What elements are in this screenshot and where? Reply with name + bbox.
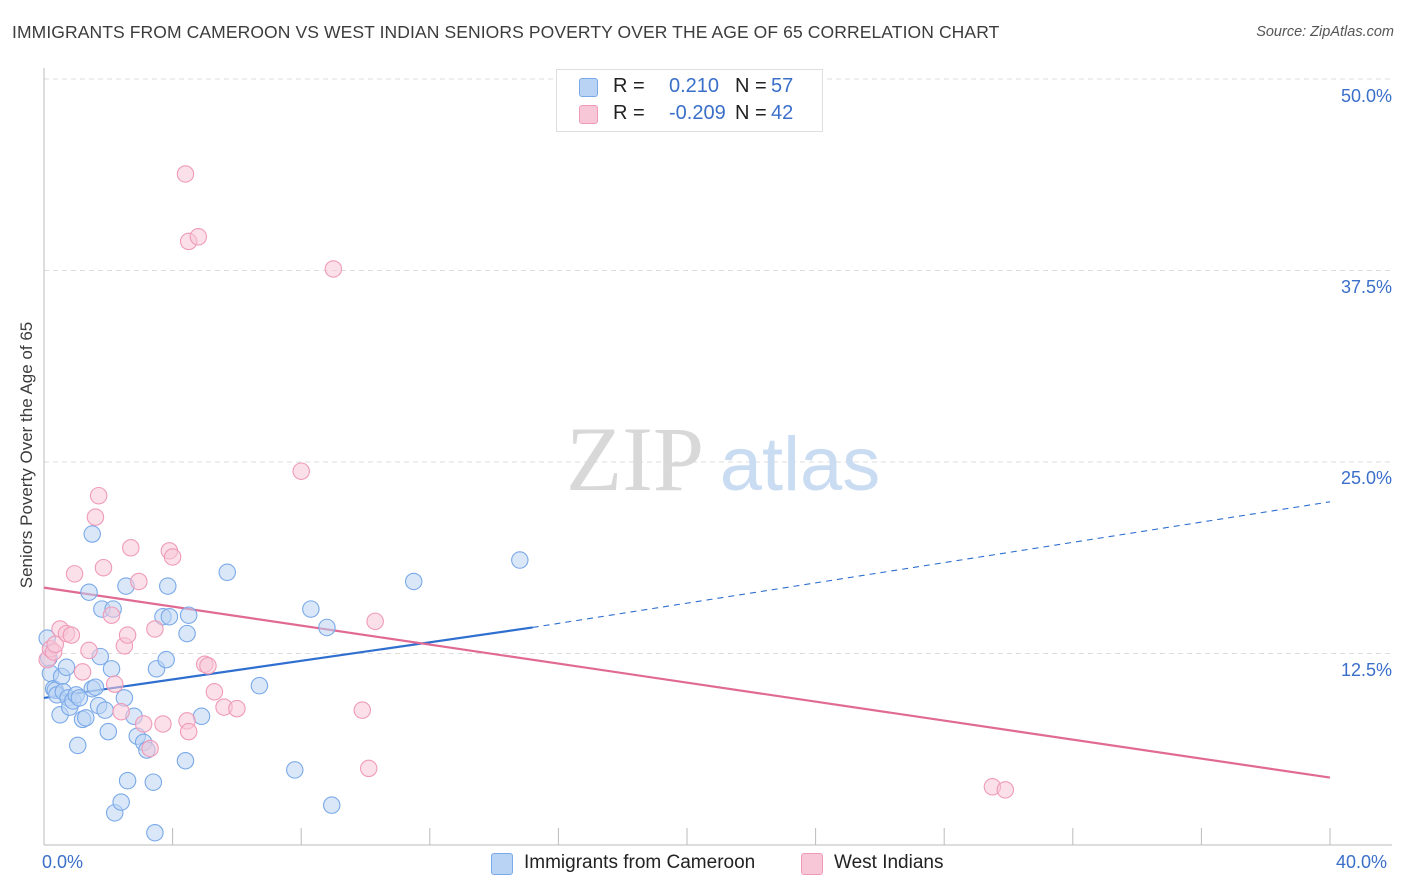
point-west-indians: [73, 663, 92, 681]
point-cameroon: [322, 796, 341, 814]
point-cameroon: [70, 689, 89, 707]
point-west-indians: [80, 641, 98, 660]
trend-line-extension-cameroon: [532, 501, 1331, 628]
point-west-indians: [146, 620, 164, 638]
point-cameroon: [144, 773, 163, 791]
point-cameroon: [404, 572, 423, 591]
y-tick-label: 37.5%: [1340, 277, 1392, 297]
point-west-indians: [122, 539, 140, 557]
point-cameroon: [176, 751, 195, 770]
bottom-legend-swatch-west-indians: [801, 853, 823, 875]
y-tick-label: 25.0%: [1340, 468, 1392, 488]
point-cameroon: [57, 658, 76, 677]
bottom-legend-label-west-indians: West Indians: [834, 852, 944, 873]
watermark-atlas: atlas: [720, 422, 881, 507]
point-cameroon: [250, 676, 269, 695]
point-west-indians: [176, 165, 195, 183]
point-west-indians: [228, 699, 246, 718]
point-west-indians: [89, 486, 108, 505]
trend-line-cameroon: [43, 626, 533, 700]
point-west-indians: [189, 228, 208, 246]
point-cameroon: [69, 736, 87, 755]
point-west-indians: [154, 715, 172, 733]
source-label: Source: ZipAtlas.com: [1256, 24, 1394, 40]
point-west-indians: [205, 683, 224, 701]
point-west-indians: [179, 722, 198, 741]
point-cameroon: [318, 618, 336, 637]
bottom-legend-cameroon: Immigrants from Cameroon: [491, 852, 756, 875]
axes: [43, 68, 1392, 846]
trend-lines: [43, 501, 1331, 779]
point-west-indians: [130, 572, 148, 591]
point-cameroon: [286, 761, 304, 779]
legend-n-label: N =: [735, 102, 767, 124]
chart-title: IMMIGRANTS FROM CAMEROON VS WEST INDIAN …: [12, 22, 1000, 42]
x-tick-label-min: 0.0%: [42, 852, 84, 872]
point-cameroon: [96, 701, 114, 719]
legend-r-value-west-indians: -0.209: [669, 102, 726, 124]
point-west-indians: [94, 558, 113, 577]
grid-lines: [44, 78, 1392, 654]
point-west-indians: [112, 702, 130, 721]
bottom-legend-west-indians: West Indians: [801, 852, 944, 875]
bottom-legend-label-cameroon: Immigrants from Cameroon: [524, 852, 756, 873]
point-cameroon: [192, 707, 211, 726]
point-cameroon: [179, 606, 198, 624]
point-cameroon: [178, 624, 196, 643]
point-west-indians: [324, 260, 343, 278]
point-west-indians: [62, 626, 81, 644]
legend-r-label: R =: [613, 75, 645, 97]
legend-r-value-cameroon: 0.210: [669, 75, 720, 97]
point-cameroon: [102, 660, 121, 678]
legend-n-value-west-indians: 42: [771, 102, 794, 124]
point-cameroon: [86, 678, 105, 696]
point-cameroon: [118, 771, 137, 790]
point-west-indians: [292, 462, 310, 480]
point-cameroon: [80, 583, 98, 601]
point-cameroon: [160, 607, 179, 626]
point-west-indians: [86, 508, 105, 526]
point-west-indians: [102, 606, 121, 624]
y-tick-label: 50.0%: [1340, 86, 1392, 106]
legend-r-label: R =: [613, 102, 645, 124]
point-west-indians: [199, 657, 217, 675]
watermark: ZIP atlas: [566, 408, 880, 510]
legend: R = 0.210 N = 57 R = -0.209 N = 42: [556, 69, 823, 132]
point-cameroon: [159, 577, 177, 595]
point-west-indians: [353, 701, 372, 719]
legend-n-label: N =: [735, 75, 767, 97]
point-cameroon: [99, 722, 118, 741]
point-west-indians: [105, 675, 124, 693]
trend-line-west-indians: [43, 586, 1331, 779]
point-cameroon: [146, 823, 164, 842]
legend-n-value-cameroon: 57: [771, 75, 794, 97]
data-points: [38, 165, 1015, 842]
point-west-indians: [134, 715, 153, 733]
point-cameroon: [83, 525, 101, 543]
x-tick-label-max: 40.0%: [1336, 852, 1388, 872]
point-west-indians: [118, 626, 137, 644]
point-cameroon: [302, 600, 320, 618]
point-west-indians: [65, 565, 84, 583]
point-west-indians: [996, 781, 1015, 799]
point-west-indians: [366, 612, 384, 631]
point-cameroon: [77, 709, 95, 727]
point-west-indians: [359, 759, 378, 778]
bottom-legend-swatch-cameroon: [491, 853, 513, 875]
point-cameroon: [511, 551, 529, 569]
point-cameroon: [218, 563, 237, 582]
legend-swatch-west-indians: [579, 105, 598, 124]
point-west-indians: [163, 548, 182, 566]
point-west-indians: [141, 739, 159, 758]
legend-swatch-cameroon: [579, 78, 598, 97]
y-tick-label: 12.5%: [1340, 660, 1392, 680]
watermark-zip: ZIP: [566, 408, 704, 510]
point-cameroon: [157, 650, 175, 669]
point-cameroon: [112, 793, 130, 811]
